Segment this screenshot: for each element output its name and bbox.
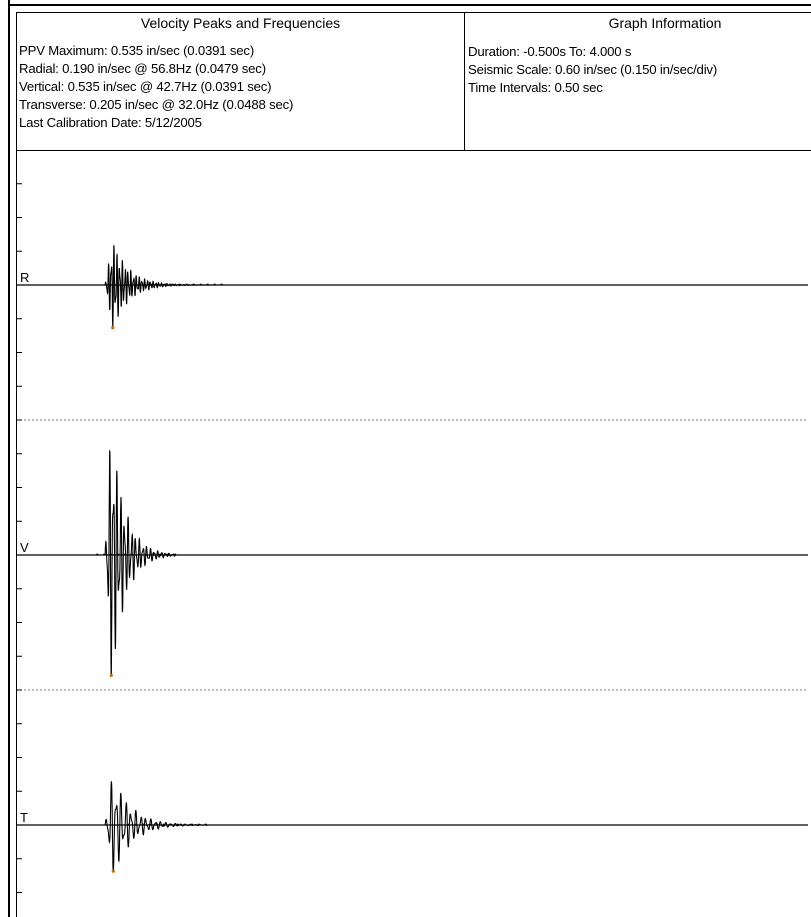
calibration-date-line: Last Calibration Date: 5/12/2005 — [19, 115, 202, 130]
graph-information-body: Duration: -0.500s To: 4.000 s Seismic Sc… — [468, 43, 811, 103]
waveform-v — [103, 449, 177, 676]
vertical-peak-line: Vertical: 0.535 in/sec @ 42.7Hz (0.0391 … — [19, 79, 272, 94]
channel-label-r: R — [20, 270, 29, 285]
channel-label-t: T — [20, 810, 28, 825]
duration-line: Duration: -0.500s To: 4.000 s — [468, 44, 632, 59]
waveform-t — [103, 781, 208, 872]
frame-left-border — [8, 0, 10, 917]
velocity-peaks-title: Velocity Peaks and Frequencies — [140, 15, 341, 31]
waveform-r — [103, 245, 224, 328]
peak-marker-r — [111, 326, 115, 330]
seismic-scale-line: Seismic Scale: 0.60 in/sec (0.150 in/sec… — [468, 62, 718, 77]
radial-peak-line: Radial: 0.190 in/sec @ 56.8Hz (0.0479 se… — [19, 61, 266, 76]
frame-top-border — [8, 4, 811, 6]
transverse-peak-line: Transverse: 0.205 in/sec @ 32.0Hz (0.048… — [19, 97, 294, 112]
ppv-maximum-line: PPV Maximum: 0.535 in/sec (0.0391 sec) — [19, 43, 255, 58]
waveform-plot: R V T — [16, 183, 808, 893]
channel-label-v: V — [20, 540, 29, 555]
peak-marker-v — [109, 673, 113, 677]
header-box — [16, 12, 811, 151]
graph-information-title: Graph Information — [608, 15, 722, 31]
plot-left-axis — [16, 150, 17, 917]
time-intervals-line: Time Intervals: 0.50 sec — [468, 80, 603, 95]
peak-marker-t — [111, 869, 115, 873]
header-divider — [464, 12, 465, 150]
